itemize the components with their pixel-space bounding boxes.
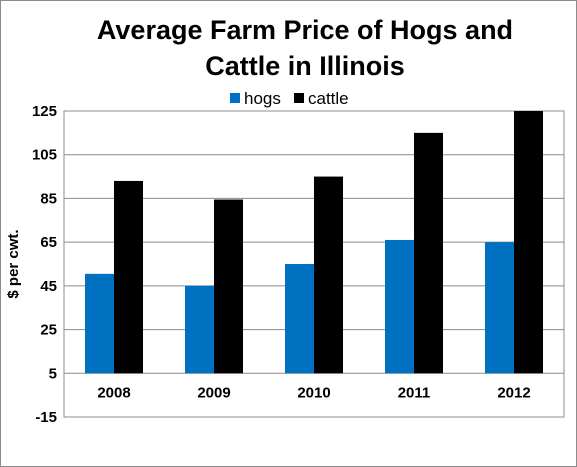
- bar-hogs-2009: [185, 285, 214, 374]
- bar-hogs-2012: [485, 242, 514, 374]
- legend: hogs cattle: [230, 89, 349, 108]
- x-tick-label-2011: 2011: [398, 384, 431, 401]
- chart-title-line-2: Cattle in Illinois: [205, 51, 405, 81]
- y-tick-label-2: 85: [40, 190, 57, 207]
- bar-cattle-2011: [414, 132, 443, 374]
- y-axis-label: $ per cwt.: [5, 229, 22, 298]
- chart-title-line-1: Average Farm Price of Hogs and: [97, 15, 513, 45]
- legend-label-cattle: cattle: [308, 89, 349, 108]
- legend-swatch-hogs: [230, 93, 240, 103]
- y-tick-label-3: 65: [40, 234, 57, 251]
- x-tick-label-2012: 2012: [497, 384, 530, 401]
- y-tick-label-0: 125: [32, 103, 57, 120]
- legend-swatch-cattle: [294, 93, 304, 103]
- y-tick-label-5: 25: [40, 322, 57, 339]
- x-tick-label-2009: 2009: [197, 384, 230, 401]
- bar-cattle-2012: [514, 111, 543, 374]
- x-tick-label-2008: 2008: [97, 384, 130, 401]
- legend-label-hogs: hogs: [244, 89, 281, 108]
- bar-hogs-2008: [85, 273, 114, 374]
- y-tick-label-4: 45: [40, 278, 57, 295]
- y-tick-label-1: 105: [32, 147, 57, 164]
- y-tick-label-6: 5: [49, 365, 57, 382]
- y-tick-label-7: -15: [35, 409, 57, 426]
- x-tick-label-2010: 2010: [297, 384, 330, 401]
- bar-hogs-2010: [285, 264, 314, 374]
- bar-hogs-2011: [385, 239, 414, 374]
- bar-cattle-2009: [214, 199, 243, 374]
- plot-area: 125 105 85 65 45 25 5 -15 2008 2009 2010 2011 2012: [32, 103, 565, 426]
- bar-cattle-2008: [114, 180, 143, 374]
- plot-border: [63, 110, 565, 418]
- bar-cattle-2010: [314, 176, 343, 374]
